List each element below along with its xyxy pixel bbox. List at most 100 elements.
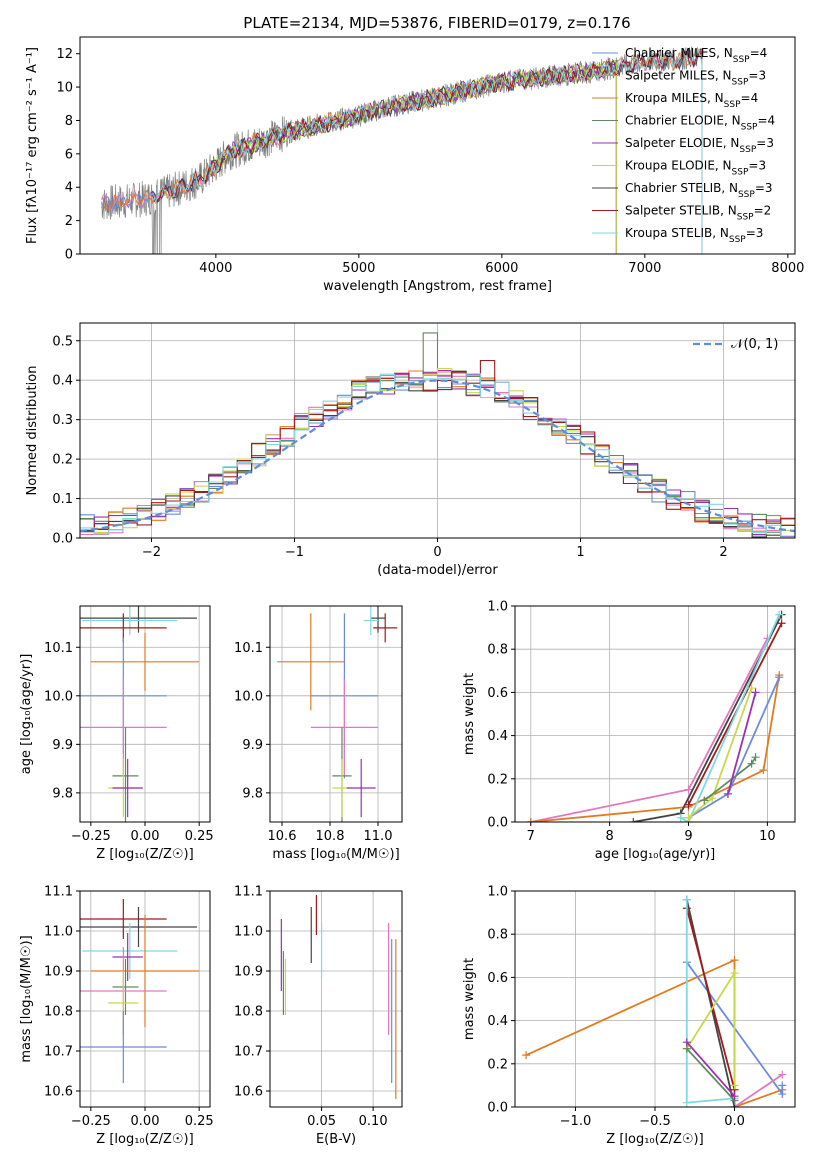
- x-tick-label: 10: [759, 829, 776, 844]
- y-axis-label: Flux [fλ10⁻¹⁷ erg cm⁻² s⁻¹ A⁻¹]: [25, 47, 40, 244]
- y-tick-label: 0.6: [487, 686, 508, 701]
- x-tick-label: 2: [719, 545, 727, 560]
- plus-marker: [526, 818, 535, 822]
- x-tick-label: 4000: [199, 261, 232, 276]
- x-tick-label: 8: [606, 829, 614, 844]
- plus-marker: [682, 1038, 691, 1047]
- y-tick-label: 10.1: [234, 641, 263, 656]
- model-line: [151, 46, 703, 254]
- x-axis-label: Z [log₁₀(Z/Z☉)]: [96, 1132, 193, 1147]
- plus-marker: [778, 1081, 787, 1090]
- x-tick-label: 0: [433, 545, 441, 560]
- y-tick-label: 10.8: [234, 1005, 263, 1020]
- panel-age-vs-z: −0.25 0.00 0.25 9.8 9.9 10.0 10.1 Z [log₁₀(Z/Z☉…: [19, 605, 214, 862]
- legend-label: Salpeter ELODIE, NSSP=3: [625, 136, 774, 155]
- plus-marker: [751, 753, 760, 762]
- y-tick-label: 0.2: [487, 1057, 508, 1072]
- plus-marker: [730, 1092, 739, 1101]
- plus-marker: [775, 610, 784, 619]
- x-tick-label: 0.0: [724, 1114, 745, 1129]
- legend-label: 𝒩(0, 1): [731, 337, 778, 352]
- plus-marker: [778, 1090, 787, 1099]
- mass-weight-line: [733, 1073, 783, 1107]
- figure-title: PLATE=2134, MJD=53876, FIBERID=0179, z=0…: [243, 14, 630, 32]
- y-tick-label: 0.3: [52, 413, 73, 428]
- panel-mass-vs-z: −0.25 0.00 0.25 10.6 10.7 10.8 10.9 11.0 11.1 Z […: [19, 885, 214, 1148]
- x-axis-label: (data-model)/error: [377, 563, 498, 578]
- x-axis-label: Z [log₁₀(Z/Z☉)]: [606, 1132, 703, 1147]
- plot-area: [80, 332, 795, 538]
- x-tick-label: 5000: [342, 261, 375, 276]
- y-axis-label: Normed distribution: [25, 366, 40, 496]
- y-tick-label: 11.0: [44, 925, 73, 940]
- model-line: [101, 48, 703, 254]
- plot-area: [277, 606, 398, 822]
- y-tick-label: 0.1: [52, 492, 73, 507]
- x-axis-label: E(B-V): [316, 1132, 356, 1147]
- y-axis-label: mass weight: [462, 958, 477, 1040]
- mass-weight-line: [680, 614, 781, 822]
- plus-marker: [684, 785, 693, 794]
- x-tick-label: 0.25: [185, 829, 214, 844]
- x-tick-label: 0.25: [185, 1114, 214, 1129]
- x-tick-label: 8000: [771, 261, 804, 276]
- y-tick-label: 6: [65, 147, 73, 162]
- legend-label: Salpeter MILES, NSSP=3: [625, 69, 766, 88]
- panel-mass-weight-vs-age: 7 8 9 10 0.0 0.2 0.4 0.6 0.8 1.0 age [log₁₀(age/yr…: [462, 600, 796, 862]
- plus-marker: [778, 1070, 787, 1079]
- y-tick-label: 10.9: [44, 965, 73, 980]
- y-tick-label: 10.8: [44, 1005, 73, 1020]
- y-tick-label: 10.9: [234, 965, 263, 980]
- mass-weight-line: [686, 1048, 736, 1102]
- plus-marker: [723, 789, 732, 798]
- plot-area: [522, 895, 787, 1107]
- panel-spectrum: 4000 5000 6000 7000 8000 0 2 4 6 8 10 12 wavelength …: [25, 36, 804, 294]
- plot-area: [526, 610, 786, 822]
- plus-marker: [747, 759, 756, 768]
- legend-label: Salpeter STELIB, NSSP=2: [625, 204, 771, 223]
- plus-marker: [747, 684, 756, 693]
- data-spectrum-line: [101, 45, 703, 254]
- x-tick-label: −1.0: [560, 1114, 592, 1129]
- plus-marker: [682, 895, 691, 904]
- x-tick-label: 0.00: [131, 829, 160, 844]
- y-tick-label: 0.0: [487, 1101, 508, 1116]
- plus-marker: [777, 619, 786, 628]
- y-tick-label: 10.0: [44, 689, 73, 704]
- plus-marker: [684, 813, 693, 822]
- axes-frame: [269, 605, 403, 823]
- legend-label: Chabrier MILES, NSSP=4: [625, 46, 767, 65]
- model-line: [208, 60, 617, 254]
- panel-age-vs-mass: 10.6 10.8 11.0 9.8 9.9 10.0 10.1 mass [log₁₀(M/…: [234, 605, 403, 862]
- y-tick-label: 0.8: [487, 928, 508, 943]
- x-tick-label: −0.25: [71, 1114, 111, 1129]
- x-tick-label: 1: [576, 545, 584, 560]
- plus-marker: [759, 766, 768, 775]
- histogram-series: [80, 359, 795, 533]
- plus-marker: [700, 796, 709, 805]
- axes-frame: [79, 36, 796, 255]
- plot-area: [280, 895, 397, 1099]
- histogram-series: [80, 368, 795, 537]
- mass-weight-line: [633, 614, 783, 822]
- y-tick-label: 0: [65, 248, 73, 263]
- y-axis-label: mass [log₁₀(M/M☉)]: [19, 935, 34, 1062]
- y-tick-label: 0.6: [487, 971, 508, 986]
- model-line: [151, 48, 703, 254]
- plus-marker: [629, 818, 638, 822]
- y-tick-label: 0.5: [52, 334, 73, 349]
- model-line: [151, 51, 703, 254]
- legend-label: Kroupa ELODIE, NSSP=3: [625, 159, 766, 178]
- y-tick-label: 12: [56, 47, 73, 62]
- x-tick-label: −1: [285, 545, 304, 560]
- y-tick-label: 0.2: [487, 772, 508, 787]
- x-tick-label: −2: [142, 545, 161, 560]
- x-axis-label: Z [log₁₀(Z/Z☉)]: [96, 847, 193, 862]
- x-tick-label: 11.0: [364, 829, 393, 844]
- mass-weight-line: [727, 692, 757, 795]
- x-tick-label: −0.5: [639, 1114, 671, 1129]
- y-tick-label: 10.6: [44, 1085, 73, 1100]
- model-line: [208, 60, 617, 254]
- model-line: [101, 48, 703, 254]
- y-tick-label: 4: [65, 181, 73, 196]
